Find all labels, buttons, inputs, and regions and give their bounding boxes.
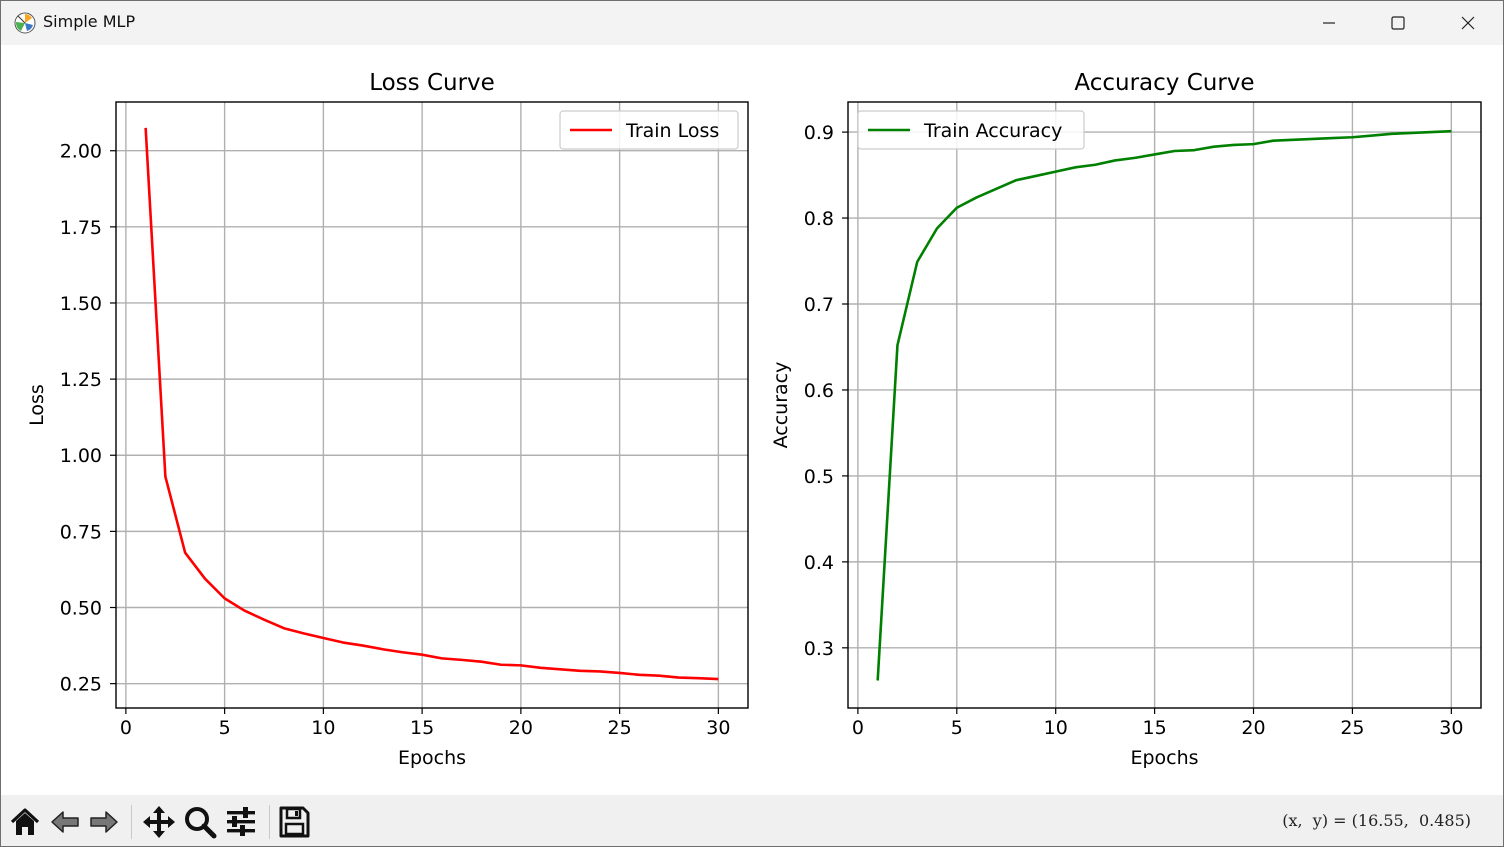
legend: Train Loss [559, 110, 739, 150]
y-axis-label: Accuracy [770, 362, 792, 449]
x-tick-label: 15 [1143, 717, 1167, 739]
x-tick-label: 0 [852, 717, 864, 739]
cursor-coordinates: (x, y) = (16.55, 0.485) [1282, 811, 1471, 830]
home-icon [10, 808, 40, 835]
maximize-button[interactable] [1363, 1, 1433, 45]
legend-box [559, 110, 739, 150]
home-button[interactable] [6, 803, 44, 841]
x-tick-label: 30 [706, 717, 730, 739]
y-tick-label: 0.7 [804, 294, 834, 316]
chart-accuracy: 0 5 10 15 20 25 30 0.3 0.4 0.5 0.6 0.7 0.8 0.9 Accurac… [770, 70, 1482, 769]
series-line [144, 127, 719, 681]
figure-svg[interactable]: 0 5 10 15 20 25 300.250.500.751.001.251.501.75… [1, 45, 1503, 795]
y-tick-label: 1.75 [60, 217, 102, 239]
configure-subplots-button[interactable] [222, 803, 260, 841]
legend: Train Accuracy [857, 110, 1085, 150]
zoom-button[interactable] [181, 803, 219, 841]
legend-box [857, 110, 1085, 150]
pan-button[interactable] [140, 803, 178, 841]
x-tick-label: 20 [509, 717, 533, 739]
y-tick-label: 0.8 [804, 208, 834, 230]
x-tick-label: 5 [219, 717, 231, 739]
y-tick-label: 0.50 [60, 598, 102, 620]
x-tick-label: 10 [311, 717, 335, 739]
x-tick-label: 30 [1439, 717, 1463, 739]
legend-label: Train Accuracy [923, 120, 1062, 142]
toolbar-separator [131, 805, 132, 839]
axes-frame [847, 101, 1482, 709]
x-tick-label: 20 [1241, 717, 1265, 739]
close-button[interactable] [1433, 1, 1503, 45]
x-tick-label: 15 [410, 717, 434, 739]
window-title: Simple MLP [43, 12, 136, 31]
chart-title: Loss Curve [369, 70, 495, 96]
x-tick-label: 5 [951, 717, 963, 739]
app-icon [14, 12, 36, 34]
y-tick-label: 1.50 [60, 293, 102, 315]
y-tick-label: 0.25 [60, 674, 102, 696]
move-icon [143, 806, 175, 838]
x-tick-label: 25 [608, 717, 632, 739]
arrow-right-icon [90, 811, 118, 833]
x-axis-label: Epochs [1130, 747, 1198, 769]
magnifier-icon [185, 807, 217, 839]
y-tick-label: 0.9 [804, 122, 834, 144]
x-tick-label: 0 [120, 717, 132, 739]
y-tick-label: 0.75 [60, 521, 102, 543]
series-line [876, 129, 1452, 681]
floppy-disk-icon [279, 806, 310, 838]
y-tick-label: 1.00 [60, 445, 102, 467]
navigation-toolbar: (x, y) = (16.55, 0.485) [1, 795, 1503, 846]
figure-canvas[interactable]: 0 5 10 15 20 25 30 0.25 0.50 0.75 1.00 1.25 1.50 1.75… [1, 45, 1503, 795]
legend-label: Train Loss [625, 120, 719, 142]
back-button[interactable] [46, 803, 84, 841]
chart-loss: 0 5 10 15 20 25 30 0.25 0.50 0.75 1.00 1.25 1.50 1.75… [26, 70, 749, 769]
forward-button[interactable] [85, 803, 123, 841]
y-tick-label: 2.00 [60, 141, 102, 163]
y-tick-label: 0.3 [804, 638, 834, 660]
minimize-icon [1323, 22, 1335, 24]
x-axis-label: Epochs [398, 747, 466, 769]
y-tick-label: 1.25 [60, 369, 102, 391]
y-tick-label: 0.6 [804, 380, 834, 402]
x-tick-label: 10 [1044, 717, 1068, 739]
y-tick-label: 0.4 [804, 552, 834, 574]
maximize-icon [1391, 16, 1405, 30]
x-tick-label: 25 [1340, 717, 1364, 739]
y-tick-label: 0.5 [804, 466, 834, 488]
close-icon [1461, 16, 1475, 30]
title-bar[interactable]: Simple MLP [1, 1, 1503, 45]
chart-title: Accuracy Curve [1074, 70, 1254, 96]
toolbar-separator [269, 805, 270, 839]
sliders-icon [227, 807, 255, 836]
minimize-button[interactable] [1294, 1, 1364, 45]
y-axis-label: Loss [26, 384, 48, 426]
arrow-left-icon [51, 811, 79, 833]
save-button[interactable] [275, 803, 313, 841]
axes-frame [115, 101, 749, 709]
